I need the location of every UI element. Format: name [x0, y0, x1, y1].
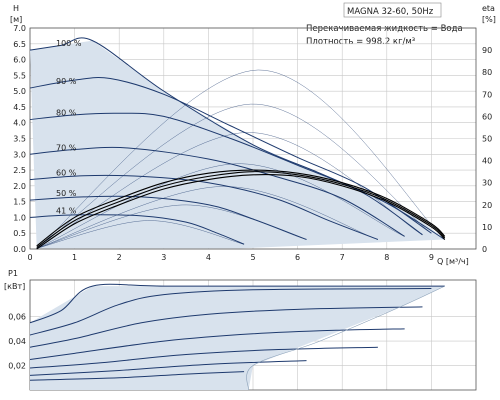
y2-tick-4: 40 — [482, 157, 492, 166]
p-y-tick-1: 0,04 — [8, 337, 26, 346]
x-tick-4: 4 — [206, 253, 211, 262]
y-tick-3: 1.5 — [13, 198, 26, 207]
y2-tick-5: 50 — [482, 135, 492, 144]
y2-tick-6: 60 — [482, 112, 492, 121]
curve-label-70: 70 % — [56, 143, 77, 152]
curve-label-41: 41 % — [56, 206, 77, 215]
system-curve-0 — [36, 69, 445, 249]
system-curve-1 — [36, 103, 432, 249]
power-envelope-edge — [246, 285, 445, 391]
head-curve-90 — [29, 77, 432, 234]
y-tick-5: 2.5 — [13, 166, 26, 175]
system-curve-3 — [36, 163, 405, 249]
power-curve-100 — [29, 283, 445, 324]
y2-tick-0: 0 — [482, 245, 487, 254]
curve-label-60: 60 % — [56, 169, 77, 178]
x-tick-9: 9 — [429, 253, 434, 262]
power-operating-area — [30, 286, 445, 390]
y-tick-2: 1.0 — [13, 213, 26, 222]
x-tick-5: 5 — [250, 253, 255, 262]
curve-label-50: 50 % — [56, 189, 77, 198]
y2-axis-label: eta — [482, 4, 495, 13]
x-axis-label: Q [м³/ч] — [437, 257, 469, 266]
title-box — [343, 2, 442, 18]
y2-axis-unit: [%] — [482, 15, 496, 24]
y-tick-6: 3.0 — [13, 150, 26, 159]
power-curve-60 — [29, 346, 378, 369]
y-tick-12: 6.0 — [13, 56, 26, 65]
y-tick-8: 4.0 — [13, 119, 26, 128]
head-curve-41 — [29, 214, 245, 245]
curve-label-80: 80 % — [56, 109, 77, 118]
power-curve-90 — [29, 288, 432, 336]
x-tick-2: 2 — [117, 253, 122, 262]
y2-tick-7: 70 — [482, 90, 492, 99]
plot-frame — [29, 27, 477, 250]
y-axis-unit: [м] — [10, 15, 22, 24]
y-tick-14: 7.0 — [13, 24, 26, 33]
x-tick-0: 0 — [27, 253, 32, 262]
info-line-2: Плотность = 998.2 кг/м³ — [306, 37, 415, 47]
y2-tick-9: 90 — [482, 46, 492, 55]
efficiency-curve-1 — [36, 171, 446, 248]
y-tick-9: 4.5 — [13, 103, 26, 112]
x-tick-3: 3 — [161, 253, 166, 262]
power-curve-80 — [29, 306, 423, 348]
power-curve-41 — [29, 371, 245, 381]
p1-axis-unit: [кВт] — [4, 282, 25, 291]
curve-label-100: 100 % — [56, 39, 82, 48]
head-curve-70 — [29, 146, 405, 237]
y-axis-label: H — [13, 4, 19, 13]
system-curve-4 — [36, 186, 378, 249]
chart-title: MAGNA 32-60, 50Hz — [347, 7, 434, 17]
y2-tick-3: 30 — [482, 179, 492, 188]
head-plot: 100 %90 %80 %70 %60 %50 %41 %0 1 2 3 4 5 6 7 8 90… — [13, 24, 492, 262]
x-tick-8: 8 — [384, 253, 389, 262]
y-tick-7: 3.5 — [13, 135, 26, 144]
info-line-1: Перекачиваемая жидкость = Вода — [306, 24, 463, 34]
operating-area — [30, 40, 445, 249]
x-tick-7: 7 — [340, 253, 345, 262]
y-tick-1: 0.5 — [13, 229, 26, 238]
curve-label-90: 90 % — [56, 77, 77, 86]
power-curve-50 — [29, 360, 307, 376]
system-curve-6 — [36, 220, 245, 249]
head-curve-60 — [29, 174, 379, 240]
p1-axis-label: P1 — [8, 269, 18, 278]
efficiency-curve-2 — [36, 174, 446, 250]
y-tick-4: 2.0 — [13, 182, 26, 191]
power-plot: 0,02 0,04 0,06 — [8, 279, 477, 391]
y-tick-10: 5.0 — [13, 87, 26, 96]
y-tick-13: 6.5 — [13, 40, 26, 49]
x-tick-1: 1 — [72, 253, 77, 262]
power-curve-70 — [29, 328, 405, 360]
y2-tick-8: 80 — [482, 68, 492, 77]
y2-tick-2: 20 — [482, 201, 492, 210]
y-tick-11: 5.5 — [13, 71, 26, 80]
head-curve-50 — [29, 195, 307, 240]
y2-tick-1: 10 — [482, 223, 492, 232]
y-tick-0: 0.0 — [13, 245, 26, 254]
x-tick-6: 6 — [295, 253, 300, 262]
p-y-tick-0: 0,02 — [8, 362, 26, 371]
head-curve-100 — [29, 37, 446, 240]
efficiency-curve-0 — [36, 169, 446, 247]
p-y-tick-2: 0,06 — [8, 313, 26, 322]
